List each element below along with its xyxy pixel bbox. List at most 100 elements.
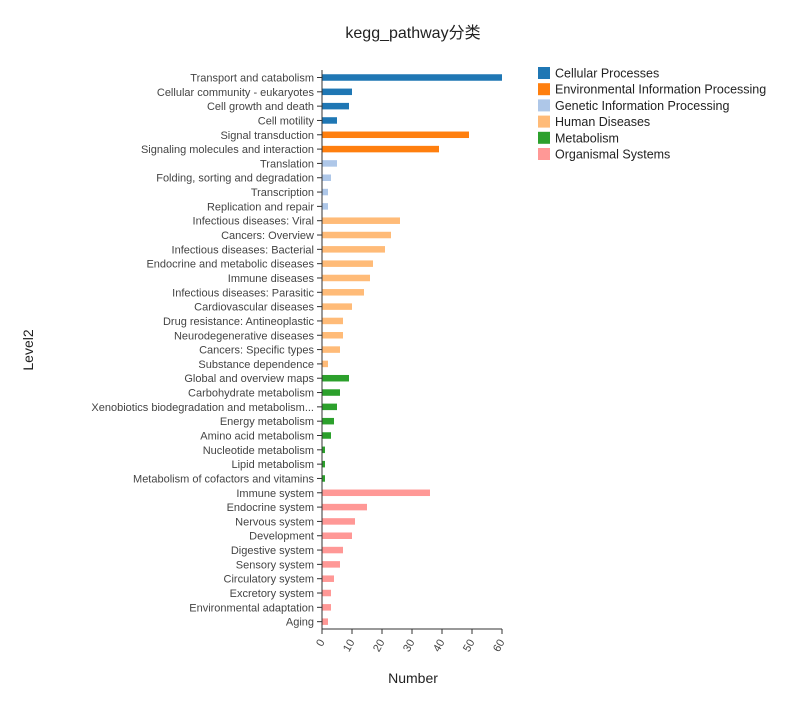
category-label: Cancers: Overview (221, 230, 314, 242)
bar (322, 546, 343, 554)
x-tick-label: 40 (431, 638, 448, 655)
category-label: Infectious diseases: Viral (193, 216, 314, 228)
category-label: Endocrine and metabolic diseases (146, 259, 314, 271)
category-label: Amino acid metabolism (200, 431, 314, 443)
y-axis-title: Level2 (20, 329, 36, 370)
category-label: Nervous system (235, 516, 314, 528)
bar (322, 589, 331, 597)
category-label: Environmental adaptation (189, 602, 314, 614)
bar (322, 260, 373, 267)
legend: Cellular Processes Environmental Informat… (538, 67, 766, 162)
x-tick-label: 50 (461, 638, 478, 655)
bar (322, 332, 343, 339)
category-label: Folding, sorting and degradation (156, 173, 314, 185)
bar (322, 432, 331, 439)
category-label: Cell motility (258, 115, 315, 127)
x-tick-label: 0 (314, 638, 327, 649)
category-label: Translation (260, 158, 314, 170)
bar (322, 246, 385, 253)
bar (322, 131, 469, 139)
legend-swatch (538, 67, 550, 79)
bar (322, 117, 337, 124)
x-tick-label: 10 (341, 638, 358, 655)
category-label: Circulatory system (224, 574, 314, 586)
bar (322, 346, 340, 353)
category-label: Cell growth and death (207, 101, 314, 113)
legend-swatch (538, 148, 550, 160)
category-label: Nucleotide metabolism (203, 445, 314, 457)
category-label: Digestive system (231, 545, 314, 557)
x-tick-label: 60 (491, 638, 508, 655)
category-label: Sensory system (236, 559, 314, 571)
legend-swatch (538, 99, 550, 112)
category-label: Endocrine system (227, 502, 314, 514)
category-label: Carbohydrate metabolism (188, 388, 314, 400)
category-label: Xenobiotics biodegradation and metabolis… (91, 402, 314, 414)
bar (322, 203, 328, 210)
bar (322, 174, 331, 181)
bar (322, 289, 364, 296)
chart-title: kegg_pathway分类 (345, 24, 480, 42)
x-tick-label: 30 (401, 638, 418, 655)
category-label: Neurodegenerative diseases (174, 330, 315, 342)
bar (322, 374, 349, 382)
bar-group (322, 74, 502, 625)
bar (322, 217, 400, 224)
x-tick-label: 20 (371, 638, 388, 655)
bar (322, 160, 337, 167)
bar (322, 88, 352, 96)
bar (322, 360, 328, 368)
category-label: Global and overview maps (184, 373, 314, 385)
legend-label: Metabolism (555, 131, 619, 145)
bar (322, 518, 355, 525)
bar (322, 532, 352, 539)
category-label: Infectious diseases: Bacterial (172, 244, 314, 256)
category-label: Substance dependence (198, 359, 314, 371)
legend-label: Environmental Information Processing (555, 83, 766, 97)
category-label: Aging (286, 617, 314, 629)
category-label: Drug resistance: Antineoplastic (163, 316, 315, 328)
bar (322, 503, 367, 511)
bar (322, 618, 328, 625)
x-axis: 0 10 20 30 40 50 60 (314, 628, 508, 655)
category-label: Infectious diseases: Parasitic (172, 287, 314, 299)
bar (322, 604, 331, 611)
bar (322, 74, 502, 81)
category-label: Excretory system (230, 588, 314, 600)
category-label: Development (249, 531, 314, 543)
bar (322, 145, 439, 153)
x-axis-title: Number (388, 670, 438, 686)
category-label: Replication and repair (207, 201, 314, 213)
bar (322, 102, 349, 110)
bar (322, 417, 334, 425)
category-label: Immune diseases (228, 273, 315, 285)
category-label: Signal transduction (220, 130, 314, 142)
bar (322, 489, 430, 497)
y-axis (317, 70, 323, 629)
bar (322, 561, 340, 568)
category-label: Cardiovascular diseases (194, 302, 314, 314)
category-labels: Transport and catabolism Cellular communi… (91, 73, 314, 629)
bar (322, 475, 325, 482)
legend-swatch (538, 131, 550, 144)
legend-swatch (538, 83, 550, 96)
bar (322, 460, 325, 468)
legend-label: Human Diseases (555, 115, 650, 129)
category-label: Energy metabolism (220, 416, 314, 428)
bar (322, 389, 340, 396)
legend-label: Genetic Information Processing (555, 99, 729, 113)
category-label: Signaling molecules and interaction (141, 144, 314, 156)
legend-label: Organismal Systems (555, 148, 670, 162)
category-label: Transport and catabolism (190, 73, 314, 85)
bar (322, 303, 352, 310)
bar (322, 188, 328, 196)
category-label: Immune system (236, 488, 314, 500)
category-label: Metabolism of cofactors and vitamins (133, 473, 314, 485)
bar (322, 274, 370, 282)
bar (322, 403, 337, 411)
bar (322, 317, 343, 325)
bar (322, 446, 325, 454)
category-label: Cancers: Specific types (199, 345, 314, 357)
bar (322, 575, 334, 582)
